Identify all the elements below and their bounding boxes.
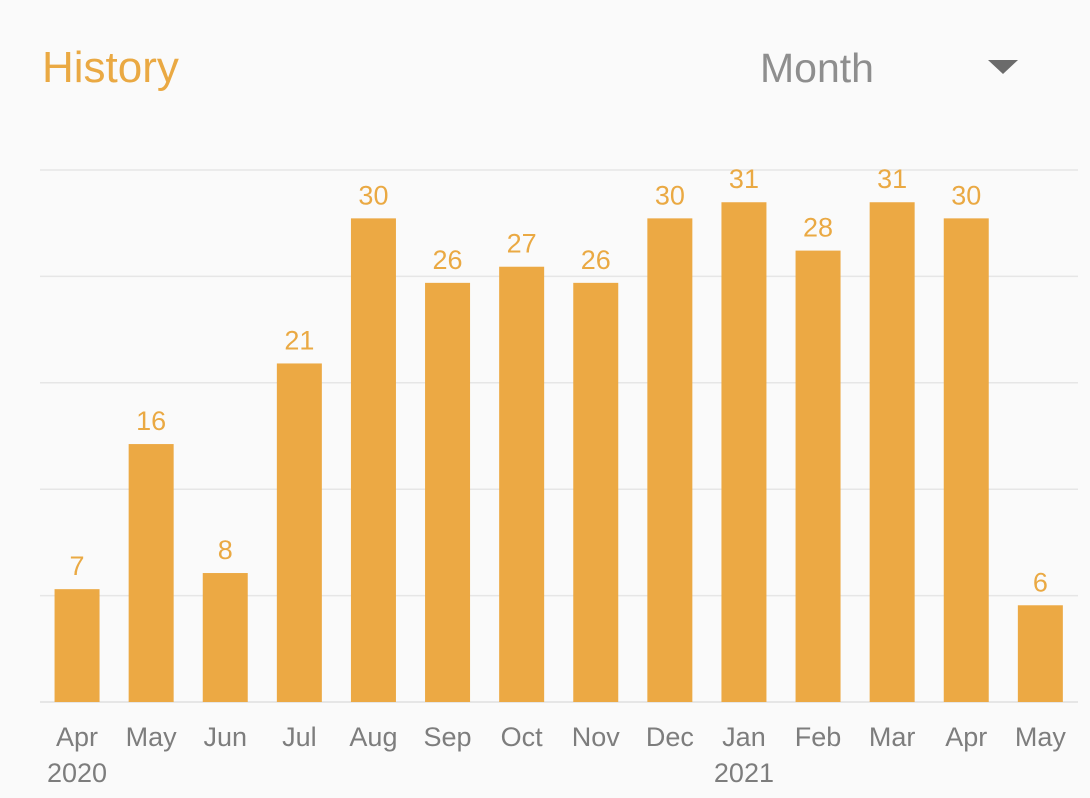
x-tick-label: Sep bbox=[424, 722, 472, 752]
bar-12[interactable] bbox=[943, 218, 989, 702]
x-tick-label: May bbox=[1015, 722, 1067, 752]
x-tick-label: Nov bbox=[572, 722, 621, 752]
x-tick-label: Jul bbox=[282, 722, 317, 752]
bar-13[interactable] bbox=[1017, 605, 1063, 702]
period-select[interactable]: Month bbox=[740, 40, 1050, 96]
bar-value-label: 30 bbox=[655, 180, 685, 210]
bar-5[interactable] bbox=[425, 282, 471, 702]
bar-10[interactable] bbox=[795, 250, 841, 702]
bar-value-label: 16 bbox=[136, 406, 166, 436]
x-tick-label: Oct bbox=[501, 722, 544, 752]
bar-value-label: 26 bbox=[433, 245, 463, 275]
chevron-down-icon bbox=[988, 60, 1018, 74]
bar-value-label: 21 bbox=[284, 325, 314, 355]
bar-value-label: 27 bbox=[507, 229, 537, 259]
bar-9[interactable] bbox=[721, 202, 767, 702]
bar-value-label: 6 bbox=[1033, 567, 1048, 597]
history-bar-chart: 7 Apr 2020 16 May 8 Jun 21 Jul 30 Aug 26 Sep 27 Oct 26 N… bbox=[40, 164, 1078, 788]
bar-7[interactable] bbox=[573, 282, 619, 702]
bar-1[interactable] bbox=[128, 444, 174, 702]
x-tick-label: Mar bbox=[869, 722, 916, 752]
bar-value-label: 7 bbox=[70, 551, 85, 581]
bar-value-label: 28 bbox=[803, 213, 833, 243]
x-tick-label: Apr bbox=[56, 722, 98, 752]
bar-value-label: 31 bbox=[877, 164, 907, 194]
bar-4[interactable] bbox=[350, 218, 396, 702]
x-tick-label: Jun bbox=[203, 722, 247, 752]
bar-2[interactable] bbox=[202, 573, 248, 702]
bar-value-label: 26 bbox=[581, 245, 611, 275]
x-tick-label: Apr bbox=[945, 722, 987, 752]
x-tick-label: Dec bbox=[646, 722, 694, 752]
period-select-value: Month bbox=[760, 45, 874, 91]
x-tick-label: Jan bbox=[722, 722, 766, 752]
bar-value-label: 31 bbox=[729, 164, 759, 194]
bar-8[interactable] bbox=[647, 218, 693, 702]
bar-0[interactable] bbox=[54, 589, 100, 702]
page-title: History bbox=[42, 43, 179, 92]
x-tick-label: Aug bbox=[349, 722, 397, 752]
x-tick-label: Feb bbox=[795, 722, 842, 752]
bar-value-label: 30 bbox=[358, 180, 388, 210]
bar-value-label: 30 bbox=[951, 180, 981, 210]
bar-6[interactable] bbox=[499, 266, 545, 702]
x-tick-label: May bbox=[126, 722, 178, 752]
bar-3[interactable] bbox=[276, 363, 322, 702]
bar-value-label: 8 bbox=[218, 535, 233, 565]
x-year-label: 2020 bbox=[47, 758, 107, 788]
x-year-label: 2021 bbox=[714, 758, 774, 788]
bar-11[interactable] bbox=[869, 202, 915, 702]
